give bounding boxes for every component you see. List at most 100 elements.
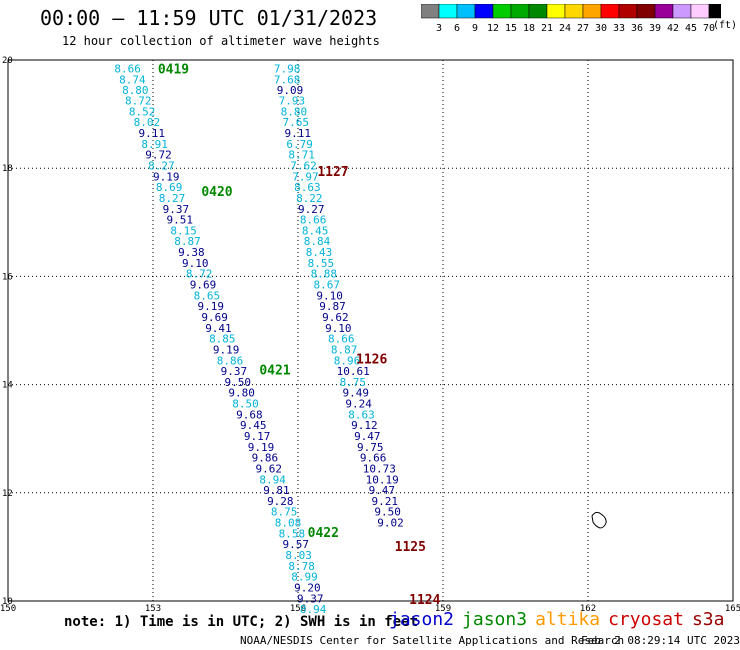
wave-height-point: 8.55 (308, 257, 335, 270)
wave-height-point: 9.12 (351, 419, 378, 432)
wave-height-point: 9.11 (139, 127, 166, 140)
wave-height-point: 9.10 (316, 289, 343, 302)
wave-height-point: 9.28 (267, 495, 294, 508)
chart-subtitle: 12 hour collection of altimeter wave hei… (62, 34, 380, 48)
wave-height-point: 6.79 (286, 138, 313, 151)
wave-height-point: 8.58 (279, 527, 306, 540)
wave-height-point: 9.66 (360, 452, 387, 465)
colorbar-tick-label: 15 (505, 23, 517, 34)
wave-height-point: 9.10 (325, 322, 352, 335)
wave-height-point: 8.72 (186, 268, 213, 281)
y-tick-label: 12 (2, 489, 13, 499)
y-tick-label: 16 (2, 272, 13, 282)
wave-height-point: 8.43 (306, 246, 333, 259)
wave-height-point: 8.69 (156, 181, 183, 194)
wave-height-point: 9.75 (357, 441, 384, 454)
wave-height-point: 8.94 (300, 603, 327, 616)
color-scale-units: (ft) (713, 20, 738, 31)
wave-height-point: 8.27 (159, 192, 186, 205)
wave-height-point: 9.37 (221, 365, 248, 378)
x-tick-label: 159 (435, 604, 451, 614)
wave-height-point: 9.86 (252, 452, 279, 465)
wave-height-point: 8.50 (232, 398, 259, 411)
wave-height-point: 7.97 (292, 170, 319, 183)
wave-height-point: 8.75 (340, 376, 367, 389)
track-label: 1127 (317, 165, 348, 180)
wave-height-point: 9.45 (240, 419, 267, 432)
wave-height-point: 8.27 (148, 159, 175, 172)
page-title: 00:00 – 11:59 UTC 01/31/2023 (40, 6, 378, 30)
wave-height-point: 9.17 (244, 430, 271, 443)
wave-height-point: 8.78 (288, 560, 315, 573)
wave-height-point: 9.27 (298, 203, 325, 216)
wave-height-point: 7.93 (279, 95, 306, 108)
colorbar-tick-label: 39 (649, 23, 661, 34)
wave-height-point: 8.80 (281, 105, 308, 118)
wave-height-point: 8.22 (296, 192, 323, 205)
wave-height-point: 10.61 (337, 365, 370, 378)
colorbar-tick-label: 42 (667, 23, 679, 34)
wave-height-point: 8.65 (194, 289, 221, 302)
satellite-legend-item: altika (535, 609, 601, 630)
colorbar-tick-label: 3 (436, 23, 442, 34)
wave-height-point: 9.11 (284, 127, 311, 140)
wave-height-point: 7.65 (283, 116, 310, 129)
wave-height-point: 9.62 (322, 311, 349, 324)
wave-height-point: 9.19 (153, 170, 180, 183)
wave-height-point: 9.81 (263, 484, 290, 497)
colorbar-tick-label: 33 (613, 23, 625, 34)
satellite-legend: jason2 jason3 altika cryosat s3a (389, 609, 732, 630)
wave-height-point: 8.88 (311, 268, 338, 281)
wave-height-point: 9.19 (213, 343, 240, 356)
wave-height-point: 8.66 (300, 214, 327, 227)
track-label: 0419 (158, 63, 189, 78)
wave-height-point: 9.57 (283, 538, 310, 551)
wave-height-point: 8.63 (348, 408, 375, 421)
wave-height-point: 8.99 (291, 571, 318, 584)
colorbar-tick-label: 24 (559, 23, 571, 34)
wave-height-point: 8.15 (170, 224, 197, 237)
wave-height-point: 8.85 (209, 333, 236, 346)
colorbar-tick-label: 18 (523, 23, 535, 34)
wave-height-point: 8.72 (125, 95, 152, 108)
wave-height-point: 9.38 (178, 246, 205, 259)
y-tick-label: 10 (2, 597, 13, 607)
wave-height-point: 9.72 (145, 149, 172, 162)
colorbar-tick-label: 6 (454, 23, 460, 34)
wave-height-point: 9.19 (197, 300, 224, 313)
wave-height-point: 8.87 (174, 235, 201, 248)
wave-height-point: 9.20 (294, 581, 321, 594)
wave-height-point: 8.08 (275, 517, 302, 530)
footer-note: note: 1) Time is in UTC; 2) SWH is in fe… (64, 614, 419, 630)
wave-height-point: 8.96 (334, 354, 361, 367)
wave-height-point: 9.62 (255, 462, 282, 475)
x-tick-label: 150 (0, 604, 16, 614)
wave-height-point: 9.47 (369, 484, 396, 497)
colorbar-tick-label: 30 (595, 23, 607, 34)
wave-height-point: 9.09 (277, 84, 304, 97)
wave-height-point: 8.66 (328, 333, 355, 346)
wave-height-point: 9.68 (236, 408, 263, 421)
colorbar-tick-label: 45 (685, 23, 697, 34)
colorbar-tick-label: 70 (703, 23, 715, 34)
wave-height-point: 8.80 (122, 84, 149, 97)
wave-height-point: 9.02 (377, 517, 404, 530)
wave-height-point: 8.87 (331, 343, 358, 356)
satellite-legend-item: jason3 (462, 609, 528, 630)
wave-height-point: 9.24 (345, 398, 372, 411)
x-tick-label: 165 (725, 604, 740, 614)
wave-height-point: 9.21 (371, 495, 398, 508)
y-tick-label: 18 (2, 164, 13, 174)
wave-height-point: 8.91 (141, 138, 168, 151)
y-tick-label: 14 (2, 381, 13, 391)
wave-height-point: 9.19 (248, 441, 275, 454)
wave-height-point: 9.41 (205, 322, 232, 335)
wave-height-point: 10.73 (363, 462, 396, 475)
wave-height-point: 9.69 (190, 279, 217, 292)
colorbar-tick-label: 36 (631, 23, 643, 34)
colorbar-tick-label: 21 (541, 23, 553, 34)
x-tick-label: 162 (580, 604, 596, 614)
color-scale-legend: 3 6 9 12 15 18 21 24 27 30 33 36 39 42 45 70 (421, 4, 721, 34)
coastline-outline (591, 511, 607, 529)
wave-height-point: 7.68 (274, 73, 301, 86)
